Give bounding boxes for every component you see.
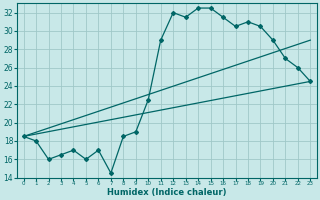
X-axis label: Humidex (Indice chaleur): Humidex (Indice chaleur): [107, 188, 227, 197]
